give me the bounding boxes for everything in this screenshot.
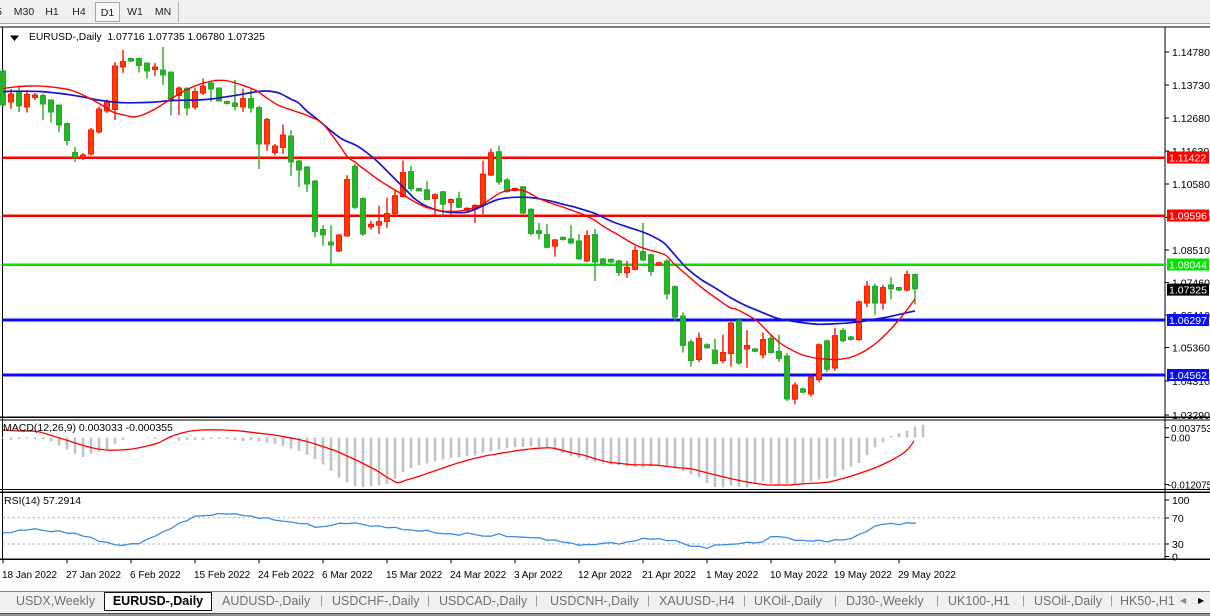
- svg-text:18 Jan 2022: 18 Jan 2022: [2, 570, 57, 581]
- svg-text:1.08510: 1.08510: [1172, 245, 1210, 257]
- svg-text:1.07325: 1.07325: [1169, 285, 1207, 297]
- svg-text:1.03290: 1.03290: [1172, 410, 1210, 422]
- svg-text:RSI(14) 57.2914: RSI(14) 57.2914: [4, 495, 81, 507]
- svg-text:1.05360: 1.05360: [1172, 343, 1210, 355]
- svg-text:3 Apr 2022: 3 Apr 2022: [514, 570, 563, 581]
- svg-text:1 May 2022: 1 May 2022: [706, 570, 759, 581]
- svg-text:15 Mar 2022: 15 Mar 2022: [386, 570, 443, 581]
- svg-text:MACD(12,26,9) 0.003033 -0.0003: MACD(12,26,9) 0.003033 -0.000355: [3, 422, 173, 434]
- svg-text:1.06297: 1.06297: [1169, 315, 1207, 327]
- svg-text:19 May 2022: 19 May 2022: [834, 570, 892, 581]
- svg-text:27 Jan 2022: 27 Jan 2022: [66, 570, 121, 581]
- svg-text:1.14780: 1.14780: [1172, 47, 1210, 59]
- svg-text:1.13730: 1.13730: [1172, 80, 1210, 92]
- svg-text:0.003753: 0.003753: [1171, 424, 1210, 435]
- svg-text:29 May 2022: 29 May 2022: [898, 570, 956, 581]
- svg-text:24 Feb 2022: 24 Feb 2022: [258, 570, 315, 581]
- svg-text:12 Apr 2022: 12 Apr 2022: [578, 570, 632, 581]
- svg-text:1.08044: 1.08044: [1169, 260, 1207, 272]
- svg-text:21 Apr 2022: 21 Apr 2022: [642, 570, 696, 581]
- svg-text:-0.012075: -0.012075: [1168, 481, 1210, 492]
- svg-text:6 Mar 2022: 6 Mar 2022: [322, 570, 373, 581]
- svg-text:10 May 2022: 10 May 2022: [770, 570, 828, 581]
- svg-text:1.12680: 1.12680: [1172, 113, 1210, 125]
- svg-text:30: 30: [1172, 539, 1184, 551]
- svg-text:1.11422: 1.11422: [1169, 153, 1206, 165]
- svg-text:0: 0: [1172, 552, 1178, 564]
- svg-text:15 Feb 2022: 15 Feb 2022: [194, 570, 251, 581]
- svg-text:6 Feb 2022: 6 Feb 2022: [130, 570, 181, 581]
- svg-text:24 Mar 2022: 24 Mar 2022: [450, 570, 507, 581]
- svg-text:1.04562: 1.04562: [1169, 370, 1207, 382]
- svg-text:EURUSD-,Daily 1.07716 1.07735: EURUSD-,Daily 1.07716 1.07735 1.06780 1.…: [29, 32, 265, 43]
- svg-text:1.09596: 1.09596: [1169, 211, 1207, 223]
- svg-text:1.10580: 1.10580: [1172, 179, 1210, 191]
- svg-text:0.00: 0.00: [1171, 433, 1191, 444]
- svg-text:100: 100: [1172, 495, 1190, 507]
- svg-text:70: 70: [1172, 513, 1184, 525]
